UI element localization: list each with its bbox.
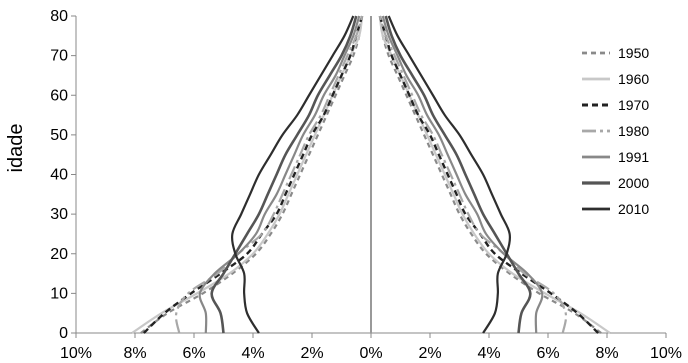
legend-label-1980: 1980 <box>618 123 649 139</box>
y-tick-label: 80 <box>50 8 68 25</box>
series-1970 <box>143 15 599 334</box>
series-line-1991-left <box>198 15 361 334</box>
x-tick-label: 2% <box>418 345 441 362</box>
series-2000 <box>210 15 532 334</box>
x-tick-label: 10% <box>60 345 92 362</box>
legend-label-1950: 1950 <box>618 45 649 61</box>
series-line-1950-right <box>378 15 602 334</box>
series-1950 <box>140 15 602 334</box>
series-line-1970-left <box>143 15 364 334</box>
series-line-2010-right <box>387 15 511 334</box>
y-tick-label: 60 <box>50 87 68 104</box>
series-line-2000-right <box>384 15 532 334</box>
y-tick-label: 40 <box>50 167 68 184</box>
series-layer <box>131 15 611 334</box>
x-tick-label: 0% <box>359 345 382 362</box>
legend: 1950 1960 1970 1980 1991 2000 2010 <box>582 45 649 217</box>
y-tick-label: 10 <box>50 285 68 302</box>
legend-label-1970: 1970 <box>618 97 649 113</box>
series-1991 <box>198 15 544 334</box>
series-line-2000-left <box>210 15 358 334</box>
y-tick-label: 20 <box>50 246 68 263</box>
y-tick-label: 30 <box>50 206 68 223</box>
x-tick-label: 6% <box>536 345 559 362</box>
y-axis-label: idade <box>5 124 27 173</box>
axes: 0 10 20 30 40 50 60 70 80 10% 8% 6% 4% 2% 0% 2% 4% 6% 8% 10… <box>50 8 682 362</box>
legend-label-2000: 2000 <box>618 175 649 191</box>
y-tick-label: 0 <box>59 325 68 342</box>
legend-label-1960: 1960 <box>618 71 649 87</box>
x-tick-label: 4% <box>241 345 264 362</box>
series-2010 <box>231 15 511 334</box>
legend-label-1991: 1991 <box>618 149 649 165</box>
x-tick-label: 2% <box>300 345 323 362</box>
y-tick-label: 50 <box>50 127 68 144</box>
legend-label-2010: 2010 <box>618 201 649 217</box>
series-line-1970-right <box>378 15 599 334</box>
series-line-1950-left <box>140 15 364 334</box>
x-tick-label: 4% <box>477 345 500 362</box>
y-tick-label: 70 <box>50 48 68 65</box>
x-tick-label: 8% <box>123 345 146 362</box>
series-line-1991-right <box>381 15 544 334</box>
x-tick-label: 8% <box>595 345 618 362</box>
series-line-2010-left <box>231 15 355 334</box>
x-tick-label: 10% <box>650 345 682 362</box>
x-tick-label: 6% <box>182 345 205 362</box>
